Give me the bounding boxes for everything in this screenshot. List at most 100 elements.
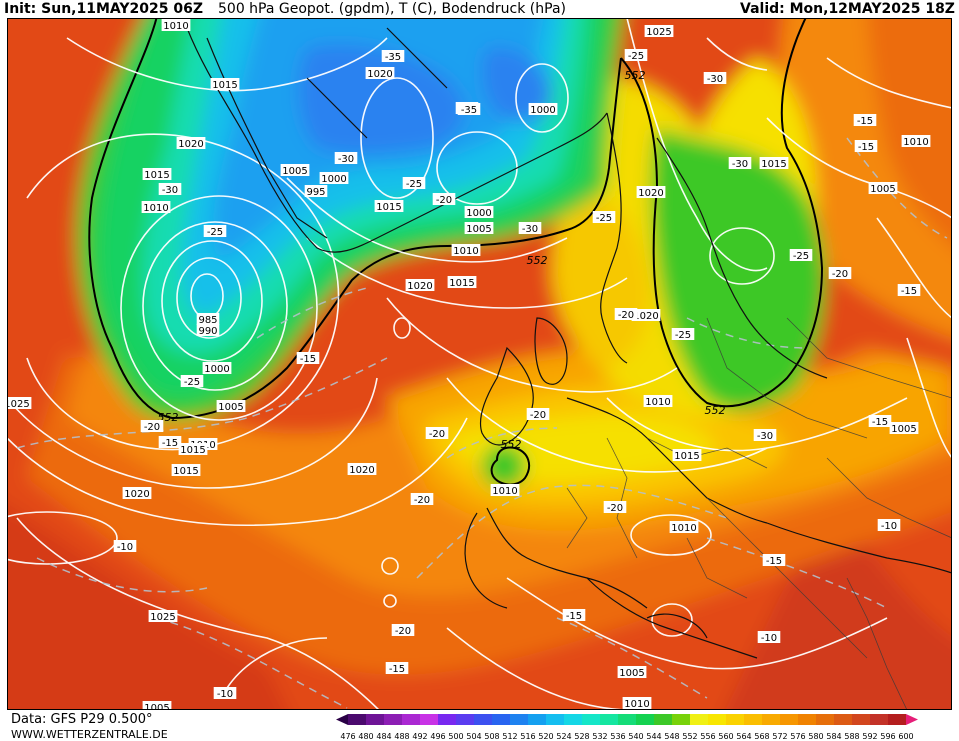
pressure-label: 1015 — [180, 445, 205, 456]
temperature-label-box — [603, 501, 627, 513]
pressure-label-box — [148, 610, 178, 622]
pressure-label: 1005 — [891, 424, 916, 435]
legend-value: 520 — [538, 732, 553, 741]
temperature-label-box — [425, 427, 449, 439]
pressure-label-box — [142, 701, 172, 710]
legend-swatch — [510, 714, 528, 725]
legend-swatch — [834, 714, 852, 725]
pressure-label-box — [464, 206, 494, 218]
temperature-label-box — [897, 284, 921, 296]
legend-value: 508 — [484, 732, 499, 741]
pressure-label-box — [141, 201, 171, 213]
legend-swatch — [474, 714, 492, 725]
legend-value: 568 — [754, 732, 769, 741]
legend-swatch — [492, 714, 510, 725]
temperature-label: -20 — [530, 410, 546, 421]
pressure-label: 1015 — [173, 466, 198, 477]
legend-value: 556 — [700, 732, 715, 741]
pressure-label: 1010 — [453, 246, 478, 257]
legend-value: 500 — [448, 732, 463, 741]
pressure-label-box — [669, 521, 699, 533]
legend-value: 544 — [646, 732, 661, 741]
pressure-label-box — [528, 103, 558, 115]
legend-swatch — [672, 714, 690, 725]
geopotential-color-field — [7, 18, 952, 710]
pressure-label-box — [216, 400, 246, 412]
pressure-label: 1020 — [178, 139, 203, 150]
legend-swatch — [618, 714, 636, 725]
isobars — [7, 18, 952, 710]
legend-value: 552 — [682, 732, 697, 741]
temperature-label: -10 — [761, 633, 777, 644]
temperature-label-box — [391, 624, 415, 636]
temperature-label: -25 — [675, 330, 691, 341]
pressure-label-box — [171, 464, 201, 476]
temperature-label: -25 — [406, 179, 422, 190]
legend-swatch — [546, 714, 564, 725]
legend-swatch — [690, 714, 708, 725]
temperature-label: -25 — [207, 227, 223, 238]
temperature-label: -15 — [872, 417, 888, 428]
temperature-label: -25 — [628, 51, 644, 62]
valid-time: Valid: Mon,12MAY2025 18Z — [740, 1, 955, 17]
legend-value: 600 — [898, 732, 913, 741]
legend-value: 536 — [610, 732, 625, 741]
legend-value: 580 — [808, 732, 823, 741]
temperature-label-box — [526, 408, 550, 420]
pressure-label: 990 — [198, 326, 217, 337]
temperature-label-box — [518, 222, 542, 234]
legend-swatch — [780, 714, 798, 725]
pressure-label: 1010 — [624, 699, 649, 710]
pressure-label: 1020 — [407, 281, 432, 292]
legend-value: 524 — [556, 732, 571, 741]
pressure-label-box — [161, 19, 191, 31]
temperature-label-box — [753, 429, 777, 441]
temperature-label-box — [671, 328, 695, 340]
pressure-label: 1010 — [903, 137, 928, 148]
temperature-label-box — [180, 375, 204, 387]
pressure-label-box — [122, 487, 152, 499]
pressure-label-box — [901, 135, 931, 147]
temperature-label: -15 — [857, 116, 873, 127]
pressure-label-box — [672, 449, 702, 461]
temperature-label-box — [828, 267, 852, 279]
legend-value: 504 — [466, 732, 481, 741]
chart-title: 500 hPa Geopot. (gpdm), T (C), Bodendruc… — [218, 1, 566, 17]
legend-swatch — [870, 714, 888, 725]
pressure-label: 1020 — [367, 69, 392, 80]
legend-value: 548 — [664, 732, 679, 741]
legend-swatch — [816, 714, 834, 725]
legend-value: 476 — [340, 732, 355, 741]
pressure-label: 1005 — [282, 166, 307, 177]
temperature-label: -20 — [429, 429, 445, 440]
pressure-label: 1005 — [870, 184, 895, 195]
temperature-label-box — [624, 49, 648, 61]
legend-arrow-right — [906, 714, 918, 725]
legend-value: 540 — [628, 732, 643, 741]
legend-swatch — [798, 714, 816, 725]
country-borders — [566, 317, 952, 710]
legend-swatch — [888, 714, 906, 725]
pressure-label: 1020 — [638, 188, 663, 199]
temperature-label-box — [868, 415, 892, 427]
pressure-label: 1015 — [212, 80, 237, 91]
temperature-label: -30 — [757, 431, 773, 442]
temperature-label-box — [728, 157, 752, 169]
pressure-label-box — [405, 279, 435, 291]
geopotential-552-label: 552 — [501, 438, 522, 451]
temperature-label: -10 — [881, 521, 897, 532]
temperature-label-box — [432, 193, 456, 205]
init-time: Init: Sun,11MAY2025 06Z — [4, 1, 203, 17]
legend-value: 596 — [880, 732, 895, 741]
temperature-label-box — [402, 177, 426, 189]
chart-header: Init: Sun,11MAY2025 06Z 500 hPa Geopot. … — [0, 0, 959, 18]
legend-swatch — [852, 714, 870, 725]
temperature-label: -25 — [184, 377, 200, 388]
temperature-label: -35 — [385, 52, 401, 63]
pressure-label: 1015 — [376, 202, 401, 213]
pressure-label-box — [210, 78, 240, 90]
pressure-label-box — [196, 324, 220, 336]
pressure-label-box — [631, 309, 661, 321]
temperature-label-box — [158, 436, 182, 448]
